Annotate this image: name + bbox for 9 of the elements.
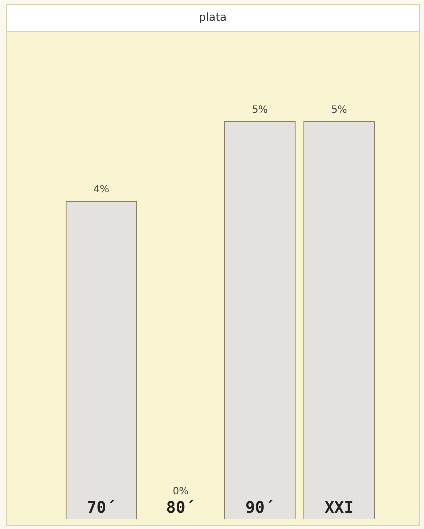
data-label: 5%: [252, 105, 268, 116]
chart-title: plata: [7, 5, 419, 32]
x-tick-label: 90´: [246, 498, 275, 517]
data-label: 0%: [172, 486, 189, 498]
data-label: 4%: [94, 184, 110, 196]
data-label: 5%: [331, 105, 348, 116]
x-tick-label: XXI: [324, 498, 354, 517]
x-tick-label: 70´: [87, 498, 116, 517]
x-tick-label: 80´: [166, 498, 196, 517]
